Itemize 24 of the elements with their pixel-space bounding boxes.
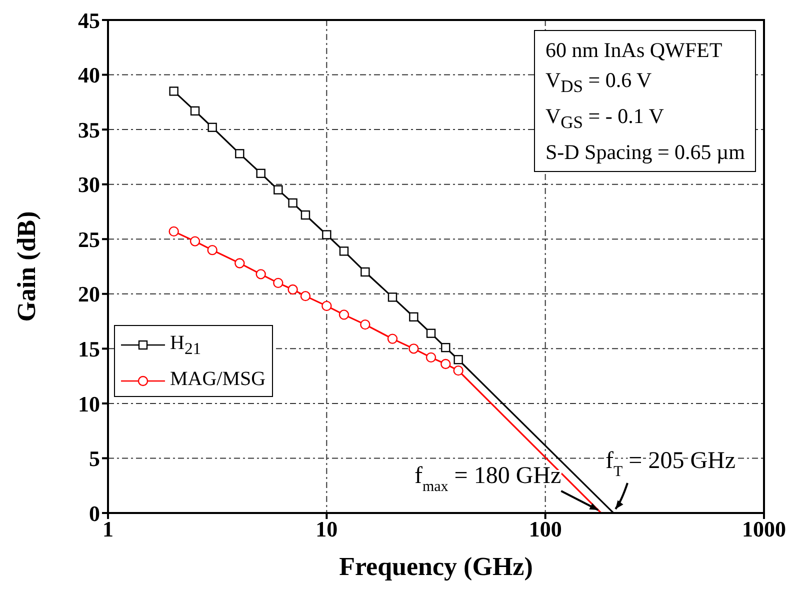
annotation: f$_{max}$ = 180 GHz: [414, 463, 562, 495]
x-tick-label: 1000: [742, 516, 786, 542]
annotation: 60 nm InAs QWFET: [545, 37, 724, 64]
annotation: V$_{DS}$ = 0.6 V: [545, 67, 653, 98]
x-axis-title: Frequency (GHz): [339, 552, 533, 581]
y-tick-label: 45: [78, 8, 100, 33]
y-tick-label: 40: [78, 62, 100, 88]
legend-label: H$_{21}$: [170, 332, 202, 358]
legend-label: MAG/MSG: [170, 368, 266, 390]
y-tick-label: 0: [89, 500, 100, 526]
annotation: V$_{GS}$ = - 0.1 V: [545, 103, 665, 134]
y-tick-label: 15: [78, 336, 100, 362]
y-axis-title: Gain (dB): [12, 211, 42, 322]
y-tick-label: 35: [78, 117, 100, 142]
x-tick-label: 1: [102, 516, 114, 542]
y-tick-label: 10: [78, 391, 100, 416]
y-tick-label: 5: [89, 446, 100, 472]
x-tick-label: 10: [316, 516, 338, 542]
y-tick-label: 30: [78, 172, 100, 198]
y-tick-label: 20: [78, 282, 100, 307]
annotation: f$_{T}$ = 205 GHz: [606, 448, 736, 480]
annotation: S-D Spacing = 0.65 µm: [545, 139, 745, 166]
y-tick-label: 25: [78, 226, 100, 252]
x-tick-label: 100: [528, 516, 562, 542]
